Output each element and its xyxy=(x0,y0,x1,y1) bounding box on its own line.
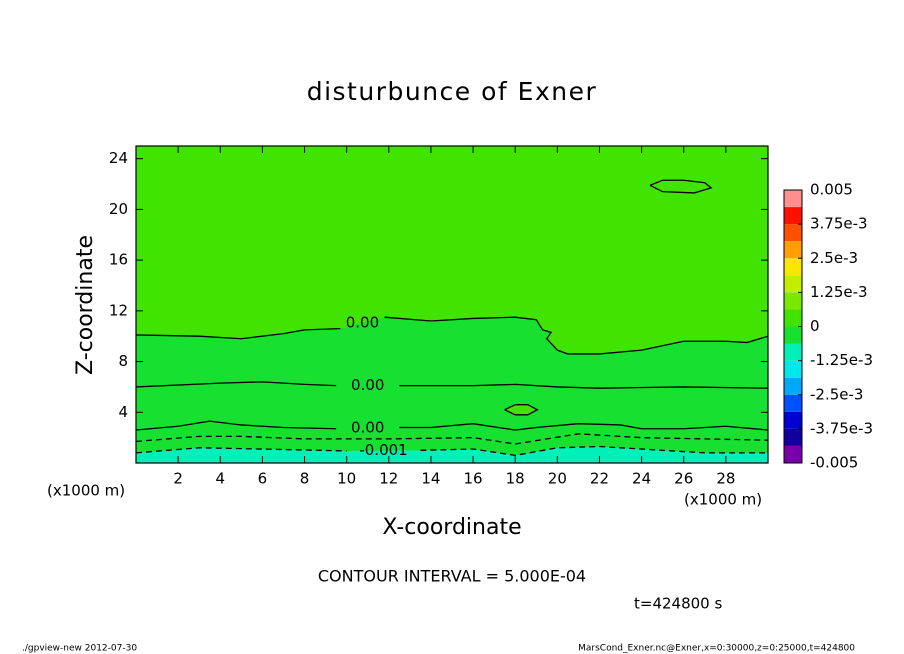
colorbar-tick-label: 3.75e-3 xyxy=(810,215,868,233)
colorbar-tick-label: 1.25e-3 xyxy=(810,283,868,301)
contour-fill xyxy=(136,446,768,463)
colorbar-band xyxy=(784,190,802,208)
colorbar-band xyxy=(784,326,802,344)
x-tick-label: 26 xyxy=(674,470,693,488)
colorbar-band xyxy=(784,258,802,276)
colorbar-band xyxy=(784,275,802,293)
contour-fill xyxy=(504,404,538,415)
y-tick-label: 20 xyxy=(109,200,128,218)
plot-frame xyxy=(135,145,769,464)
x-tick-label: 12 xyxy=(379,470,398,488)
x-tick-label: 10 xyxy=(337,470,356,488)
x-tick-label: 18 xyxy=(506,470,525,488)
contour-line xyxy=(136,420,768,431)
footer-left: ./gpview-new 2012-07-30 xyxy=(22,644,137,654)
x-tick-label: 2 xyxy=(173,470,183,488)
y-tick-label: 16 xyxy=(109,251,128,269)
x-tick-label: 22 xyxy=(590,470,609,488)
colorbar-band xyxy=(784,360,802,378)
x-tick-label: 4 xyxy=(215,470,225,488)
colorbar-band xyxy=(784,224,802,242)
contour-label: 0.00 xyxy=(351,376,384,394)
colorbar-tick-label: -0.005 xyxy=(810,454,858,472)
colorbar-band xyxy=(784,377,802,395)
x-unit: (x1000 m) xyxy=(684,491,762,509)
x-tick-label: 14 xyxy=(421,470,440,488)
colorbar-band xyxy=(784,394,802,412)
colorbar-band xyxy=(784,241,802,259)
y-unit: (x1000 m) xyxy=(47,482,125,500)
x-tick-label: 28 xyxy=(716,470,735,488)
footer-right: MarsCond_Exner.nc@Exner,x=0:30000,z=0:25… xyxy=(578,644,855,654)
chart-title: disturbunce of Exner xyxy=(307,77,598,106)
contour-line xyxy=(136,433,768,445)
contour-line xyxy=(649,179,713,194)
x-tick-label: 16 xyxy=(464,470,483,488)
y-axis-label: Z-coordinate xyxy=(73,235,98,375)
x-tick-label: 6 xyxy=(258,470,268,488)
x-axis-label: X-coordinate xyxy=(382,515,521,540)
colorbar-tick-label: -2.5e-3 xyxy=(810,385,863,403)
y-tick-label: 8 xyxy=(118,352,128,370)
colorbar-tick-label: 2.5e-3 xyxy=(810,249,858,267)
contour-line xyxy=(504,404,539,416)
colorbar-tick-label: -1.25e-3 xyxy=(810,351,873,369)
y-tick-label: 24 xyxy=(109,149,128,167)
colorbar-tick-label: 0 xyxy=(810,317,820,335)
x-tick-label: 8 xyxy=(300,470,310,488)
colorbar-band xyxy=(784,445,802,463)
colorbar-band xyxy=(784,309,802,327)
x-tick-label: 24 xyxy=(632,470,651,488)
time-label: t=424800 s xyxy=(634,595,722,613)
x-tick-label: 20 xyxy=(548,470,567,488)
colorbar-band xyxy=(784,207,802,225)
plot-area xyxy=(136,146,768,463)
contour-line xyxy=(136,316,768,355)
colorbar-band xyxy=(784,292,802,310)
contour-label: 0.00 xyxy=(351,419,384,437)
colorbar-band xyxy=(784,428,802,446)
contour-line xyxy=(136,445,768,457)
y-tick-label: 4 xyxy=(118,403,128,421)
y-tick-label: 12 xyxy=(109,301,128,319)
colorbar-band xyxy=(784,411,802,429)
contour-label: -0.001 xyxy=(359,441,407,459)
colorbar-band xyxy=(784,343,802,361)
colorbar-tick-label: -3.75e-3 xyxy=(810,419,873,437)
contour-line xyxy=(136,381,768,389)
colorbar-tick-label: 0.005 xyxy=(810,181,853,199)
subtitle: CONTOUR INTERVAL = 5.000E-04 xyxy=(318,567,586,586)
contour-fill xyxy=(650,180,712,193)
contour-label: 0.00 xyxy=(346,313,379,331)
